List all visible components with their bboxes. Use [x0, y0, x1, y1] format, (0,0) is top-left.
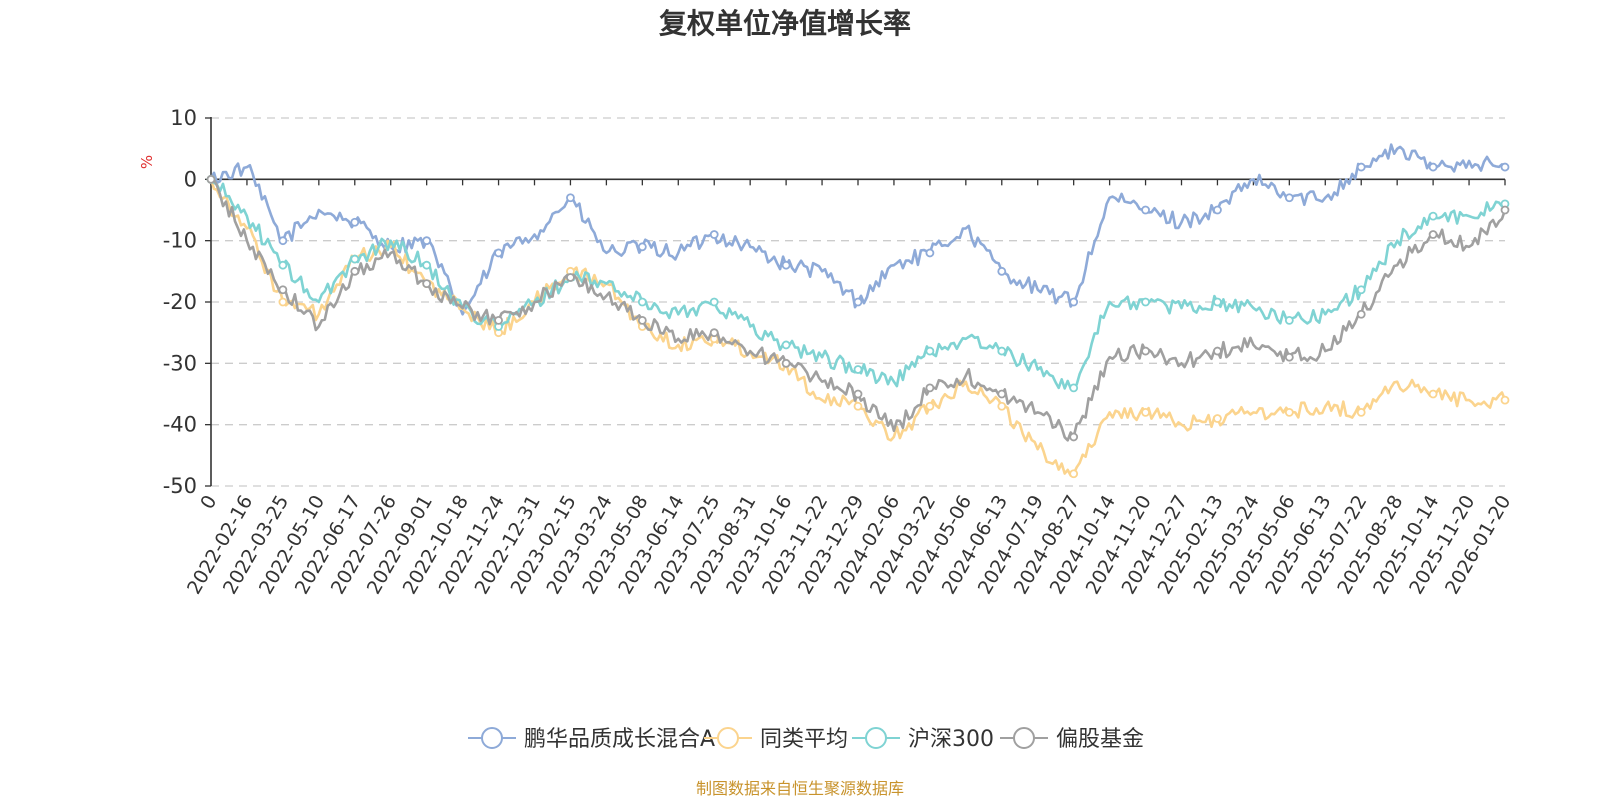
- series-point: [206, 174, 216, 184]
- legend-marker: [865, 727, 887, 749]
- series-point: [709, 297, 719, 307]
- data-source-note: 制图数据来自恒生聚源数据库: [696, 779, 904, 798]
- series-point: [853, 365, 863, 374]
- series-point: [422, 279, 432, 289]
- series-point: [1500, 395, 1510, 405]
- series-point: [1284, 193, 1294, 203]
- legend-item[interactable]: 同类平均: [704, 727, 848, 752]
- series-point: [278, 285, 288, 295]
- series-point: [925, 248, 935, 258]
- series-point: [1428, 389, 1438, 399]
- series-point: [997, 401, 1007, 411]
- y-tick-label: -20: [163, 290, 197, 314]
- series-point: [853, 297, 863, 307]
- series-point: [350, 254, 360, 264]
- series-point: [709, 328, 719, 338]
- series-point: [781, 358, 791, 368]
- y-tick-label: -10: [163, 229, 197, 253]
- series-point: [853, 389, 863, 399]
- legend-label: 沪深300: [908, 727, 994, 752]
- series-point: [422, 236, 432, 246]
- series-point: [1356, 162, 1366, 172]
- series-point: [566, 273, 575, 282]
- series-point: [350, 217, 360, 227]
- legend[interactable]: 鹏华品质成长混合A 同类平均 沪深300 偏股基金: [468, 727, 1144, 752]
- series-point: [494, 248, 503, 258]
- legend-marker: [1013, 727, 1035, 749]
- series-point: [997, 346, 1007, 356]
- series-point: [1141, 346, 1150, 356]
- series-point: [1356, 309, 1366, 319]
- series-point: [1141, 407, 1150, 417]
- legend-item[interactable]: 鹏华品质成长混合A: [468, 727, 715, 752]
- series-point: [1069, 469, 1079, 479]
- legend-label: 偏股基金: [1056, 727, 1144, 752]
- series-point: [853, 401, 863, 411]
- series-point: [925, 383, 935, 393]
- series-point: [566, 193, 575, 203]
- series-line: [210, 178, 1507, 442]
- series-point: [1141, 297, 1150, 307]
- series-lines: [206, 143, 1510, 479]
- series-point: [1213, 297, 1222, 307]
- series-point: [1284, 352, 1294, 362]
- series-point: [494, 315, 503, 325]
- series-point: [350, 266, 360, 276]
- series-point: [422, 260, 432, 270]
- series-point: [709, 230, 719, 239]
- series-point: [1213, 205, 1222, 215]
- series-point: [1284, 407, 1294, 417]
- series-point: [1069, 383, 1079, 393]
- series-point: [1213, 346, 1222, 356]
- legend-marker: [481, 727, 503, 749]
- legend-label: 同类平均: [760, 727, 848, 752]
- series-point: [925, 346, 935, 356]
- series-point: [1500, 205, 1510, 215]
- chart-title: 复权单位净值增长率: [659, 7, 911, 40]
- series-point: [637, 315, 647, 325]
- legend-item[interactable]: 沪深300: [852, 727, 994, 752]
- y-tick-label: 10: [170, 106, 197, 130]
- y-axis-unit: %: [138, 155, 156, 169]
- series-point: [1500, 162, 1510, 172]
- series-point: [278, 236, 288, 246]
- series-point: [997, 266, 1007, 276]
- series-point: [1428, 162, 1438, 172]
- series-point: [1069, 297, 1079, 307]
- series-point: [278, 260, 288, 270]
- series-point: [1356, 285, 1366, 295]
- series-point: [637, 297, 647, 307]
- series-point: [781, 340, 791, 350]
- legend-label: 鹏华品质成长混合A: [524, 727, 715, 752]
- series-point: [1428, 230, 1438, 239]
- y-tick-label: -30: [163, 351, 197, 375]
- series-point: [1428, 211, 1438, 221]
- x-tick-label: 0: [196, 492, 221, 513]
- series-point: [997, 389, 1007, 399]
- series-point: [1141, 205, 1150, 215]
- series-line: [209, 143, 1506, 316]
- x-axis-ticks: 02022-02-162022-03-252022-05-102022-06-1…: [183, 491, 1515, 598]
- series-point: [1069, 432, 1079, 442]
- y-tick-label: -50: [163, 474, 197, 498]
- series-point: [1213, 414, 1222, 423]
- y-axis-ticks: 10 0 -10 -20 -30 -40 -50: [163, 106, 211, 498]
- series-point: [637, 242, 647, 252]
- series-line: [209, 178, 1507, 477]
- series-point: [781, 260, 791, 270]
- legend-item[interactable]: 偏股基金: [1000, 727, 1144, 752]
- series-point: [278, 297, 288, 307]
- y-tick-label: -40: [163, 413, 197, 437]
- series-point: [925, 401, 935, 411]
- series-point: [1284, 315, 1294, 325]
- series-point: [1356, 407, 1366, 417]
- y-tick-label: 0: [184, 167, 197, 191]
- legend-marker: [717, 727, 739, 749]
